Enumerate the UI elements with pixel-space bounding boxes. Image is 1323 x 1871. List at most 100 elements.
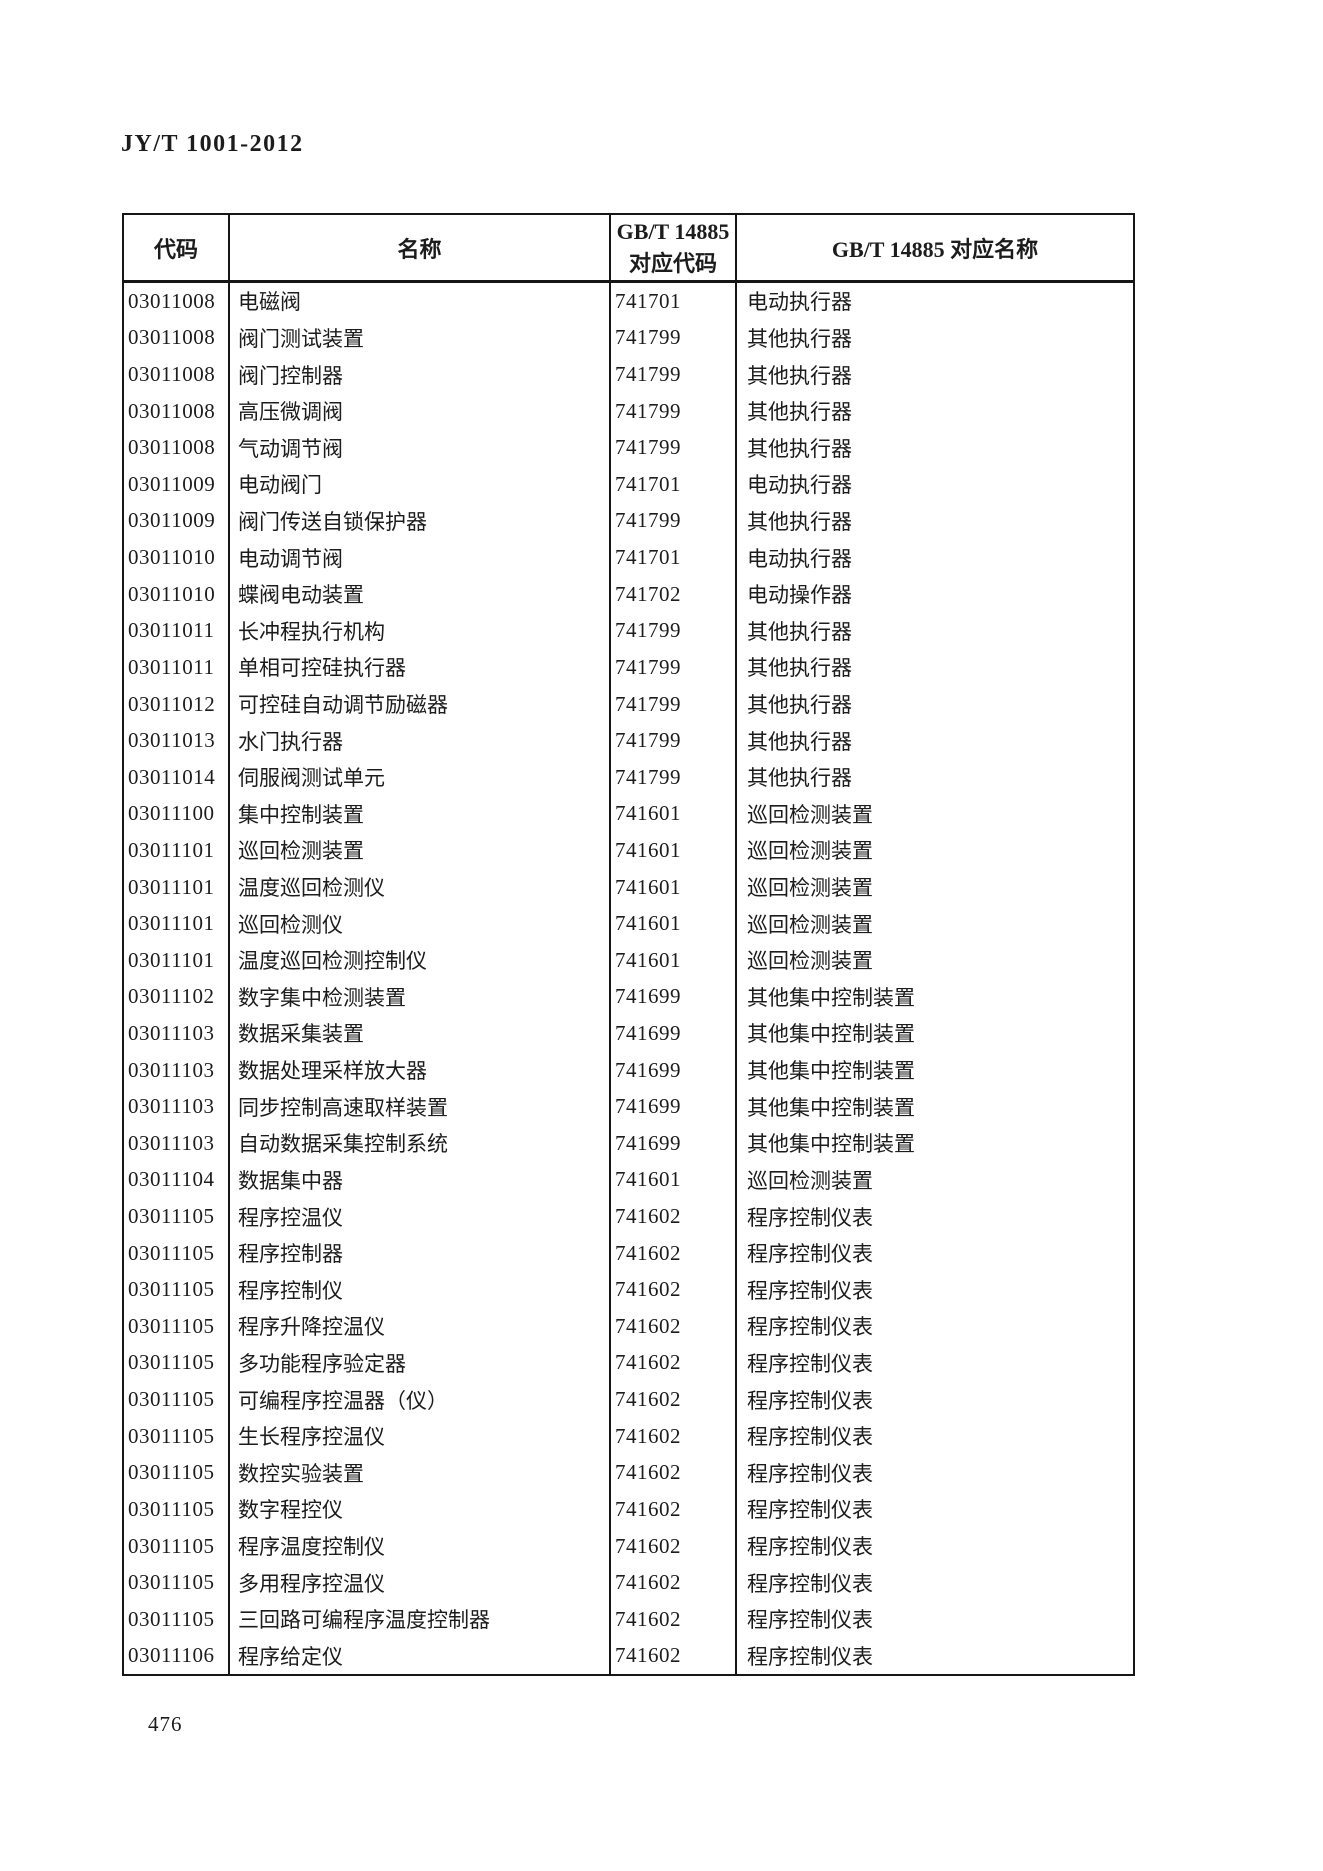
cell-code: 03011104	[124, 1161, 230, 1199]
table-row: 03011008 高压微调阀 741799 其他执行器	[124, 392, 1133, 430]
table-row: 03011013 水门执行器 741799 其他执行器	[124, 722, 1133, 759]
cell-name: 自动数据采集控制系统	[230, 1125, 611, 1162]
cell-code: 03011105	[124, 1417, 230, 1455]
table-row: 03011012 可控硅自动调节励磁器 741799 其他执行器	[124, 685, 1133, 723]
cell-code: 03011101	[124, 832, 230, 869]
cell-code: 03011103	[124, 1125, 230, 1162]
cell-gbt-name: 程序控制仪表	[747, 1278, 873, 1303]
table-row: 03011103 数据采集装置 741699 其他集中控制装置	[124, 1015, 1133, 1052]
cell-name: 数字程控仪	[230, 1491, 611, 1528]
cell-code: 03011010	[124, 539, 230, 576]
cell-code: 03011105	[124, 1308, 230, 1345]
table-row: 03011105 数控实验装置 741602 程序控制仪表	[124, 1454, 1133, 1492]
cell-name: 长冲程执行机构	[230, 612, 611, 650]
cell-name: 电动阀门	[230, 466, 611, 503]
cell-name: 温度巡回检测仪	[230, 868, 611, 906]
cell-code: 03011010	[124, 575, 230, 613]
table-row: 03011010 电动调节阀 741701 电动执行器	[124, 539, 1133, 576]
cell-name: 阀门传送自锁保护器	[230, 502, 611, 540]
cell-gbt-code: 741799	[611, 758, 737, 796]
cell-gbt-name: 电动执行器	[747, 290, 852, 315]
cell-name: 程序控制仪	[230, 1271, 611, 1309]
cell-name: 程序控制器	[230, 1234, 611, 1272]
table-row: 03011103 数据处理采样放大器 741699 其他集中控制装置	[124, 1051, 1133, 1089]
page-number: 476	[148, 1712, 183, 1736]
cell-gbt-code: 741602	[611, 1381, 737, 1418]
table-row: 03011102 数字集中检测装置 741699 其他集中控制装置	[124, 978, 1133, 1016]
cell-code: 03011014	[124, 758, 230, 796]
cell-gbt-name: 程序控制仪表	[747, 1425, 873, 1450]
cell-name: 气动调节阀	[230, 429, 611, 467]
cell-gbt-code: 741602	[611, 1527, 737, 1565]
cell-gbt-name: 其他执行器	[747, 766, 852, 791]
table-row: 03011100 集中控制装置 741601 巡回检测装置	[124, 795, 1133, 833]
cell-gbt-name: 其他执行器	[747, 656, 852, 681]
cell-name: 程序升降控温仪	[230, 1308, 611, 1345]
header-gbt-name: GB/T 14885 对应名称	[831, 236, 1039, 262]
cell-gbt-name: 其他集中控制装置	[747, 1095, 915, 1120]
table-row: 03011105 程序温度控制仪 741602 程序控制仪表	[124, 1527, 1133, 1565]
cell-code: 03011105	[124, 1454, 230, 1492]
cell-gbt-code: 741601	[611, 905, 737, 942]
cell-name: 电磁阀	[230, 283, 611, 320]
cell-code: 03011105	[124, 1198, 230, 1235]
cell-gbt-name: 程序控制仪表	[747, 1351, 873, 1376]
cell-gbt-code: 741602	[611, 1271, 737, 1309]
cell-gbt-name: 程序控制仪表	[747, 1242, 873, 1267]
cell-gbt-code: 741602	[611, 1234, 737, 1272]
cell-gbt-code: 741601	[611, 795, 737, 833]
cell-code: 03011106	[124, 1637, 230, 1675]
cell-gbt-code: 741602	[611, 1491, 737, 1528]
cell-gbt-code: 741699	[611, 1088, 737, 1126]
cell-gbt-name: 巡回检测装置	[747, 1168, 873, 1193]
cell-name: 阀门控制器	[230, 356, 611, 393]
header-gbt-code-line1: GB/T 14885	[616, 218, 730, 244]
cell-code: 03011101	[124, 941, 230, 979]
cell-gbt-code: 741699	[611, 1125, 737, 1162]
cell-code: 03011103	[124, 1051, 230, 1089]
cell-gbt-code: 741602	[611, 1417, 737, 1455]
cell-code: 03011008	[124, 429, 230, 467]
cell-code: 03011008	[124, 319, 230, 357]
cell-code: 03011105	[124, 1600, 230, 1638]
cell-code: 03011103	[124, 1015, 230, 1052]
header-code: 代码	[124, 215, 230, 280]
table-row: 03011103 自动数据采集控制系统 741699 其他集中控制装置	[124, 1125, 1133, 1162]
cell-gbt-code: 741602	[611, 1344, 737, 1382]
cell-gbt-code: 741602	[611, 1308, 737, 1345]
cell-code: 03011105	[124, 1271, 230, 1309]
cell-name: 多功能程序验定器	[230, 1344, 611, 1382]
cell-gbt-name: 程序控制仪表	[747, 1388, 873, 1413]
table-row: 03011105 程序控温仪 741602 程序控制仪表	[124, 1198, 1133, 1235]
table-row: 03011105 多功能程序验定器 741602 程序控制仪表	[124, 1344, 1133, 1382]
cell-gbt-name: 其他执行器	[747, 729, 852, 754]
header-name: 名称	[230, 215, 611, 280]
cell-name: 程序给定仪	[230, 1637, 611, 1675]
cell-code: 03011009	[124, 502, 230, 540]
cell-gbt-name: 程序控制仪表	[747, 1571, 873, 1596]
cell-gbt-code: 741799	[611, 356, 737, 393]
header-gbt-code-line2: 对应代码	[628, 250, 717, 276]
cell-name: 可控硅自动调节励磁器	[230, 685, 611, 723]
cell-gbt-code: 741799	[611, 392, 737, 430]
cell-gbt-name: 巡回检测装置	[747, 912, 873, 937]
cell-code: 03011105	[124, 1527, 230, 1565]
cell-code: 03011105	[124, 1491, 230, 1528]
cell-gbt-name: 电动执行器	[747, 546, 852, 571]
cell-name: 蝶阀电动装置	[230, 575, 611, 613]
cell-gbt-code: 741799	[611, 685, 737, 723]
cell-code: 03011100	[124, 795, 230, 833]
cell-gbt-code: 741701	[611, 283, 737, 320]
cell-name: 高压微调阀	[230, 392, 611, 430]
cell-name: 数据处理采样放大器	[230, 1051, 611, 1089]
cell-gbt-name: 电动执行器	[747, 473, 852, 498]
table-row: 03011009 电动阀门 741701 电动执行器	[124, 466, 1133, 503]
table-body: 03011008 电磁阀 741701 电动执行器 03011008 阀门测试装置 7417…	[124, 283, 1133, 1675]
cell-name: 数控实验装置	[230, 1454, 611, 1492]
cell-gbt-code: 741699	[611, 1051, 737, 1089]
cell-gbt-name: 巡回检测装置	[747, 802, 873, 827]
cell-gbt-code: 741799	[611, 649, 737, 686]
table-row: 03011011 长冲程执行机构 741799 其他执行器	[124, 612, 1133, 650]
cell-gbt-name: 其他集中控制装置	[747, 1059, 915, 1084]
cell-gbt-name: 其他执行器	[747, 436, 852, 461]
